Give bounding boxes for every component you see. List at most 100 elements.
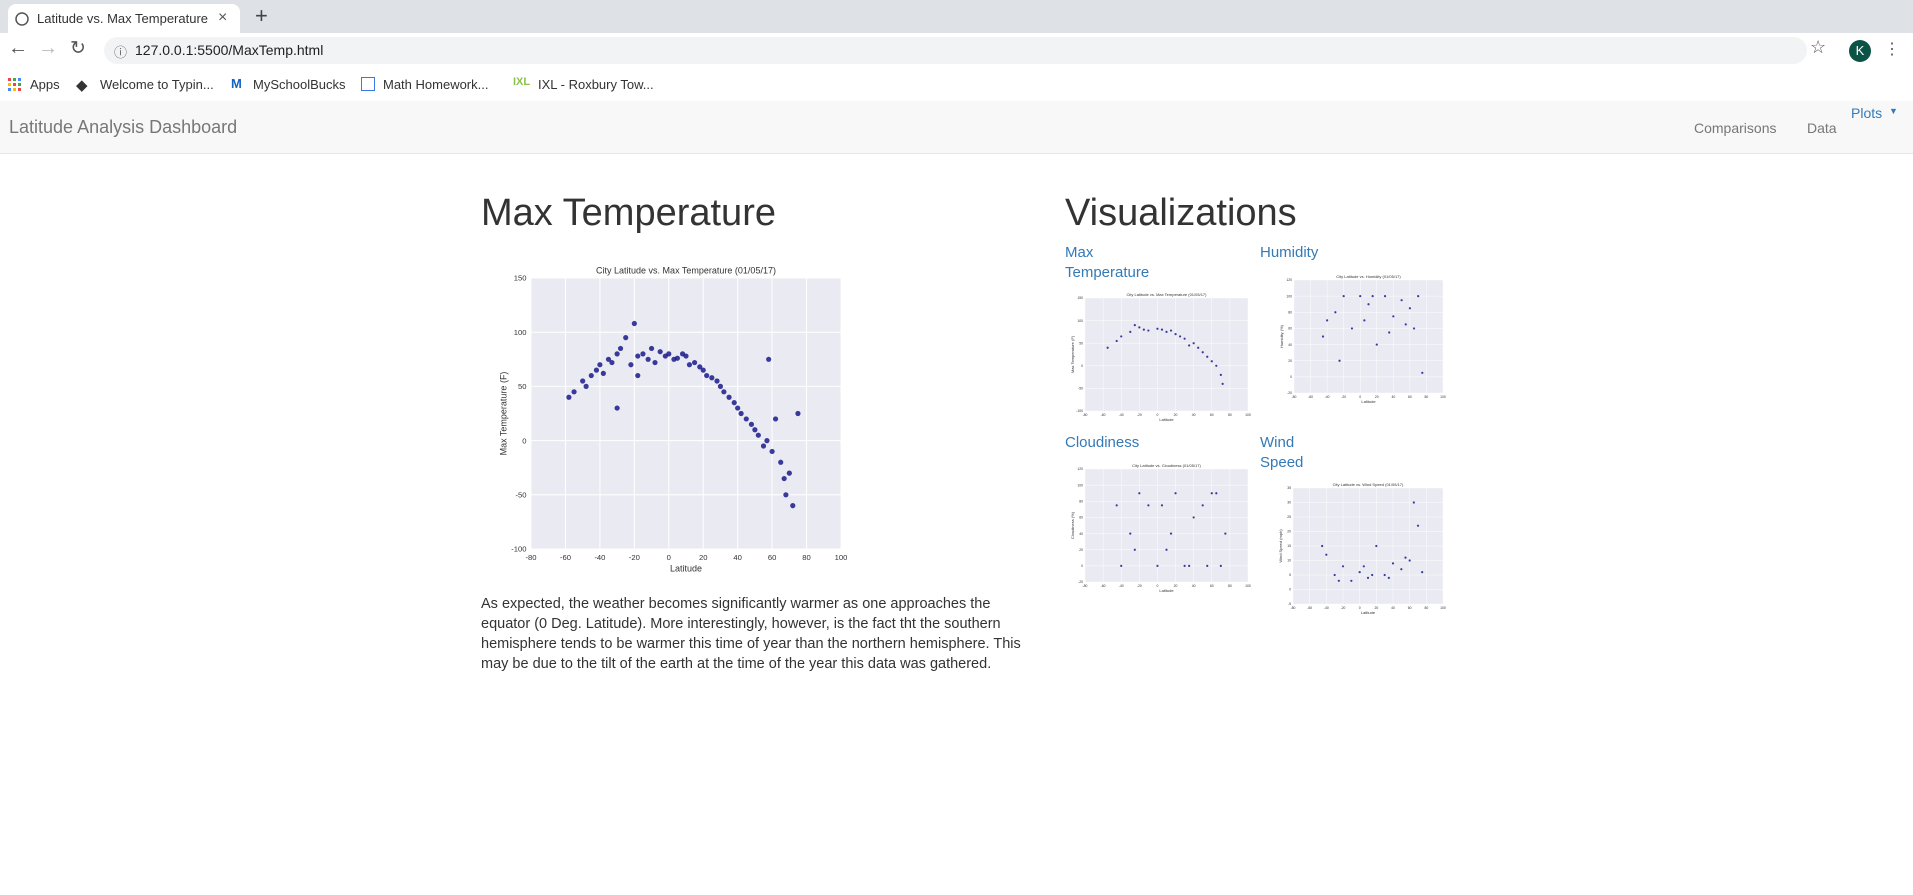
data-point <box>1160 328 1164 331</box>
bookmarks-bar: Apps ◆ Welcome to Typin... M MySchoolBuc… <box>0 68 1913 102</box>
data-point <box>1183 337 1186 340</box>
address-bar[interactable]: ⓘ 127.0.0.1:5500/MaxTemp.html <box>104 37 1807 64</box>
y-axis-label: Max Temperature (F) <box>499 372 509 456</box>
bookmark[interactable]: Math Homework... <box>383 77 489 92</box>
data-point <box>1358 571 1361 574</box>
x-tick-label: 100 <box>835 553 848 562</box>
data-point <box>1133 548 1136 551</box>
data-point <box>778 459 784 465</box>
data-point <box>1133 324 1136 327</box>
data-point <box>1412 327 1416 330</box>
x-tick-label: 60 <box>768 553 777 562</box>
dropdown[interactable]: Plots <box>1851 105 1883 121</box>
avatar[interactable]: K <box>1849 40 1871 62</box>
data-point <box>795 410 801 417</box>
data-point <box>635 372 641 379</box>
brand[interactable]: Latitude Analysis Dashboard <box>9 117 238 137</box>
data-point <box>726 394 732 400</box>
x-tick-label: 40 <box>1391 606 1395 610</box>
x-tick-label: 0 <box>1359 395 1361 399</box>
y-tick-label: 80 <box>1288 310 1292 314</box>
x-tick-label: 40 <box>733 553 742 562</box>
y-axis-label: Wind Speed (mph) <box>1278 529 1283 563</box>
forward[interactable]: → <box>38 37 58 59</box>
data-point <box>1416 524 1420 527</box>
data-point <box>1363 319 1366 322</box>
data-point <box>1120 335 1123 338</box>
tab-strip: Latitude vs. Max Temperature × + <box>0 0 1913 33</box>
data-point <box>614 405 620 411</box>
y-tick-label: 0 <box>1289 588 1291 592</box>
data-point <box>1106 346 1109 349</box>
x-tick-label: 100 <box>1245 413 1251 417</box>
x-tick-label: -60 <box>1101 413 1106 417</box>
viz-link[interactable]: Max Temperature <box>1065 244 1150 281</box>
new-tab[interactable]: + <box>255 3 268 28</box>
plot-area <box>531 278 841 549</box>
data-point <box>1341 565 1345 568</box>
y-axis-label: Humidity (%) <box>1279 324 1284 348</box>
bookmark[interactable]: IXL - Roxbury Tow... <box>538 77 654 92</box>
x-axis-label: Latitude <box>1361 399 1376 404</box>
y-tick-label: 0 <box>1081 364 1083 368</box>
x-tick-label: -20 <box>629 553 640 562</box>
data-point <box>709 375 715 381</box>
viz-link[interactable]: Wind Speed <box>1260 434 1304 471</box>
viz-link[interactable]: Humidity <box>1260 244 1319 261</box>
y-tick-label: 60 <box>1288 327 1292 331</box>
tab-title: Latitude vs. Max Temperature <box>37 11 209 26</box>
url: 127.0.0.1:5500/MaxTemp.html <box>135 42 324 58</box>
reload[interactable]: ↻ <box>70 38 86 59</box>
data-point <box>1337 579 1340 582</box>
data-point <box>1321 335 1325 338</box>
data-point <box>1188 564 1191 567</box>
y-tick-label: 50 <box>518 382 527 391</box>
data-point <box>1326 319 1329 322</box>
x-tick-label: -60 <box>1307 606 1312 610</box>
data-point <box>1334 311 1337 314</box>
bookmark[interactable]: Apps <box>30 77 60 92</box>
navbar: Latitude Analysis Dashboard Comparisons … <box>0 101 1913 154</box>
x-tick-label: 20 <box>1174 584 1178 588</box>
data-point <box>640 351 646 357</box>
data-point <box>1178 335 1182 338</box>
data-point <box>1174 492 1177 495</box>
bookmark[interactable]: Welcome to Typin... <box>100 77 214 92</box>
data-point <box>1188 344 1191 347</box>
y-tick-label: -50 <box>1078 387 1083 391</box>
data-point <box>743 416 749 422</box>
y-tick-label: 120 <box>1077 467 1083 471</box>
nav-link[interactable]: Comparisons <box>1694 120 1777 136</box>
tab[interactable]: Latitude vs. Max Temperature × <box>8 4 240 33</box>
y-tick-label: 25 <box>1287 515 1291 519</box>
y-axis-label: Cloudiness (%) <box>1070 511 1075 539</box>
x-tick-label: 80 <box>1228 584 1232 588</box>
data-point <box>1366 576 1370 579</box>
y-tick-label: 50 <box>1079 341 1083 345</box>
data-point <box>1156 327 1159 330</box>
data-point <box>1421 571 1424 574</box>
chart: City Latitude vs. Wind Speed (01/05/17) -… <box>1278 482 1446 615</box>
y-tick-label: 20 <box>1079 548 1083 552</box>
nav-link[interactable]: Data <box>1807 120 1837 136</box>
x-tick-label: -40 <box>1324 606 1329 610</box>
bookmark-icon: ◆ <box>76 77 88 94</box>
x-tick-label: 100 <box>1440 395 1446 399</box>
data-point <box>1192 342 1195 345</box>
back[interactable]: ← <box>8 37 28 59</box>
data-point <box>580 378 586 384</box>
menu[interactable]: ⋮ <box>1884 41 1900 58</box>
x-tick-label: 20 <box>1374 606 1378 610</box>
tab-close[interactable]: × <box>218 9 228 26</box>
data-point <box>652 359 658 366</box>
viz-link[interactable]: Cloudiness <box>1065 434 1140 451</box>
data-point <box>1197 346 1200 349</box>
x-axis-label: Latitude <box>1361 610 1376 615</box>
data-point <box>1325 553 1328 556</box>
data-point <box>1147 329 1150 332</box>
bookmark-star[interactable]: ☆ <box>1810 37 1827 57</box>
data-point <box>609 359 615 366</box>
data-point <box>686 362 693 368</box>
data-point <box>781 475 787 482</box>
bookmark[interactable]: MySchoolBucks <box>253 77 346 92</box>
